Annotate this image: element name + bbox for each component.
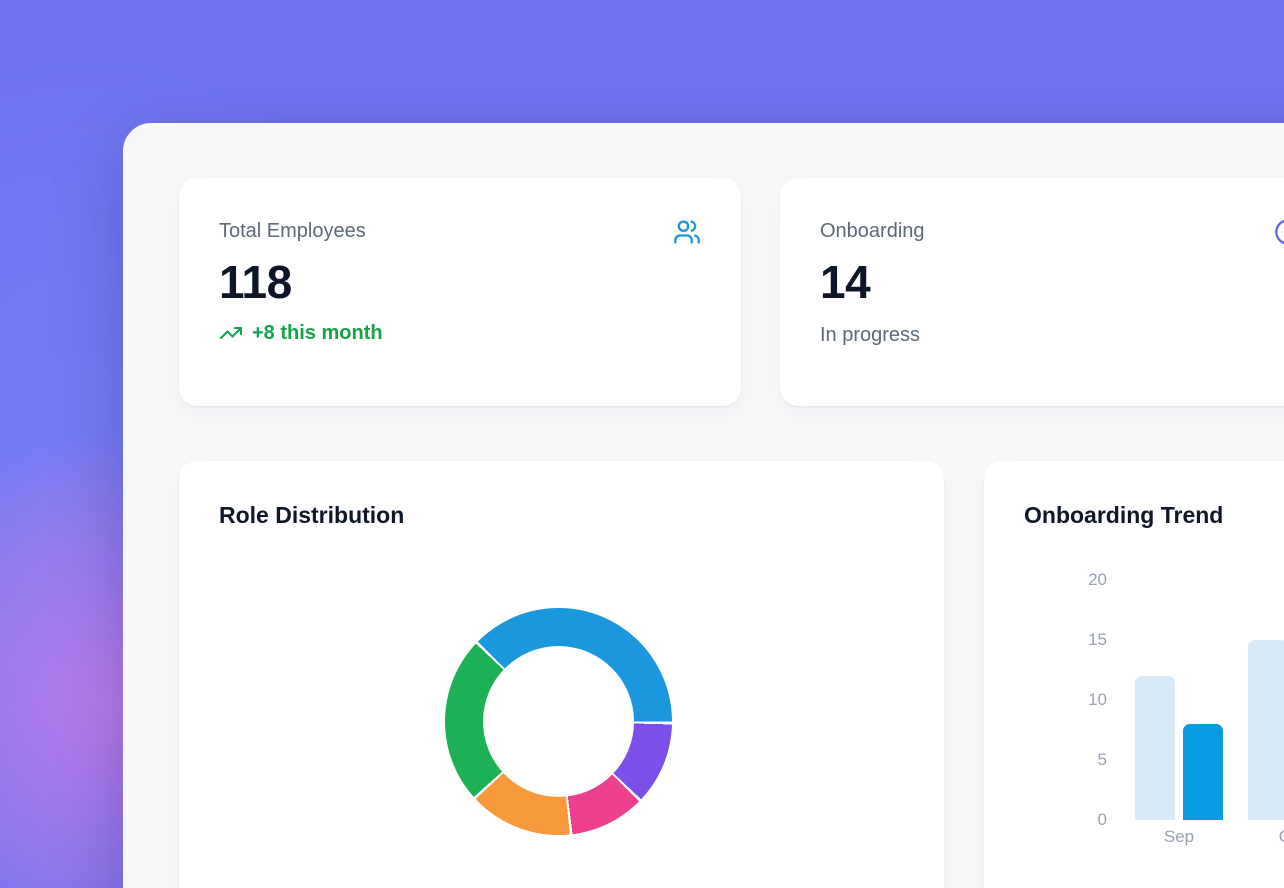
stat-value: 118 <box>219 256 292 308</box>
donut-hole <box>483 646 634 797</box>
chart-title: Onboarding Trend <box>1024 502 1224 528</box>
x-axis-category-label: Oct <box>1252 827 1284 847</box>
stat-delta: +8 this month <box>219 321 701 345</box>
stat-subtitle: In progress <box>820 324 921 346</box>
chart-card-role-distribution: Role Distribution <box>179 461 944 888</box>
stat-value: 14 <box>820 256 871 308</box>
donut-chart <box>445 608 672 835</box>
stat-label: Onboarding <box>820 220 925 242</box>
chart-card-onboarding-trend: Onboarding Trend 0 5 10 15 20 Sep Oct <box>984 461 1284 888</box>
stat-card-header: Total Employees <box>219 218 701 246</box>
stat-card-header: Onboarding <box>820 218 1284 246</box>
stat-card-onboarding: Onboarding 14 In progress <box>780 178 1284 406</box>
users-icon <box>673 218 701 246</box>
y-axis-tick-label: 15 <box>1088 630 1107 649</box>
y-axis-tick-label: 0 <box>1097 810 1107 829</box>
bar-sep-light-blue-series <box>1135 676 1175 820</box>
y-axis-tick-label: 10 <box>1088 690 1107 709</box>
chart-title: Role Distribution <box>219 502 405 528</box>
y-axis-tick-label: 5 <box>1097 750 1107 769</box>
bar-oct-light-blue-series <box>1248 640 1284 820</box>
stat-delta-text: +8 this month <box>252 322 383 344</box>
trending-up-icon <box>219 321 243 345</box>
clock-icon <box>1274 218 1284 246</box>
y-axis-tick-label: 20 <box>1088 570 1107 589</box>
stat-label: Total Employees <box>219 220 366 242</box>
bar-chart: 0 5 10 15 20 Sep Oct <box>984 461 1284 888</box>
x-axis-category-label: Sep <box>1163 827 1195 846</box>
stat-card-total-employees: Total Employees 118 +8 this month <box>179 178 741 406</box>
bar-sep-dark-blue-series <box>1183 724 1223 820</box>
dashboard-panel: Total Employees 118 +8 this month <box>123 123 1284 888</box>
